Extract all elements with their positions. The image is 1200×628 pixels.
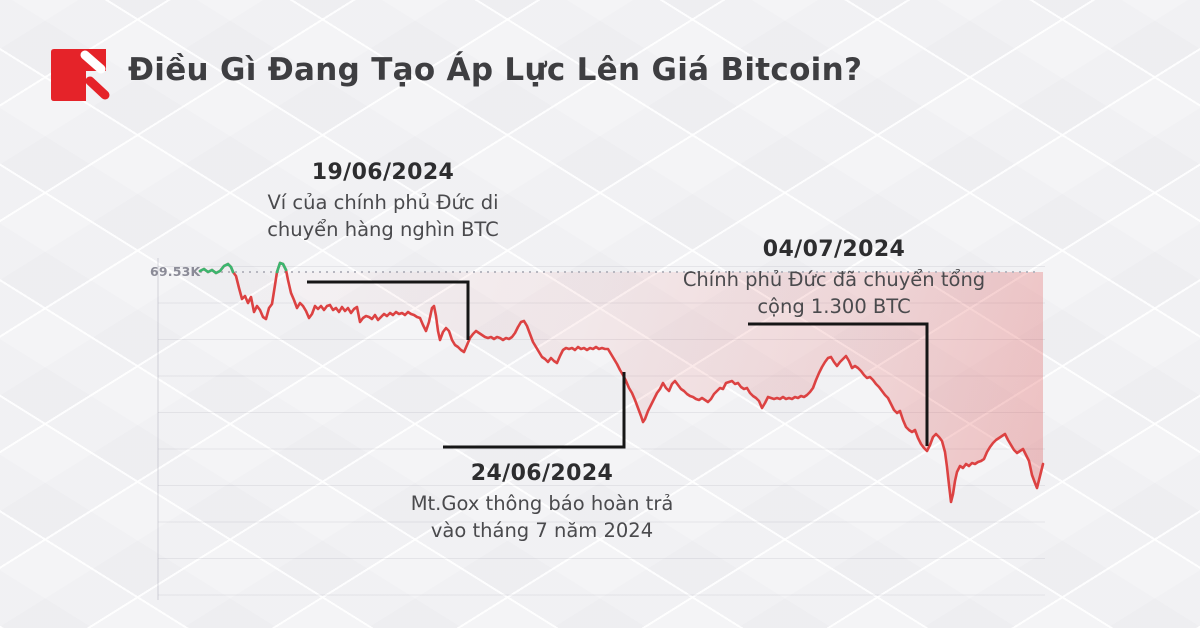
annotation-german-wallet: 19/06/2024 Ví của chính phủ Đức di chuyể… [267, 160, 499, 244]
annotation-date: 04/07/2024 [762, 237, 906, 262]
annotation-mtgox: 24/06/2024 Mt.Gox thông báo hoàn trả vào… [411, 461, 674, 545]
annotation-connector [443, 372, 626, 449]
annotation-text-line: Ví của chính phủ Đức di [267, 191, 499, 214]
logo-red-dash [85, 76, 110, 100]
annotation-text-line: cộng 1.300 BTC [757, 294, 911, 318]
brand-logo [51, 49, 110, 101]
annotation-date: 24/06/2024 [470, 461, 614, 486]
annotation-text-line: vào tháng 7 năm 2024 [430, 518, 654, 542]
price-line [198, 261, 1045, 504]
price-line-up-segment [275, 261, 288, 274]
annotation-text-line: chuyển hàng nghìn BTC [267, 217, 499, 241]
annotation-text-line: Chính phủ Đức đã chuyển tổng [682, 268, 986, 291]
annotation-german-transfer: 04/07/2024 Chính phủ Đức đã chuyển tổng … [683, 237, 985, 321]
annotation-text-line: Mt.Gox thông báo hoàn trả [410, 492, 674, 515]
annotation-date: 19/06/2024 [311, 160, 455, 185]
annotation-connector [307, 280, 470, 340]
page-title: Điều Gì Đang Tạo Áp Lực Lên Giá Bitcoin? [128, 52, 863, 88]
price-line-up-segment [198, 262, 235, 275]
logo-white-dash [80, 50, 106, 74]
annotation-connector [748, 322, 929, 446]
y-axis-reference-label: 69.53K [150, 264, 201, 279]
